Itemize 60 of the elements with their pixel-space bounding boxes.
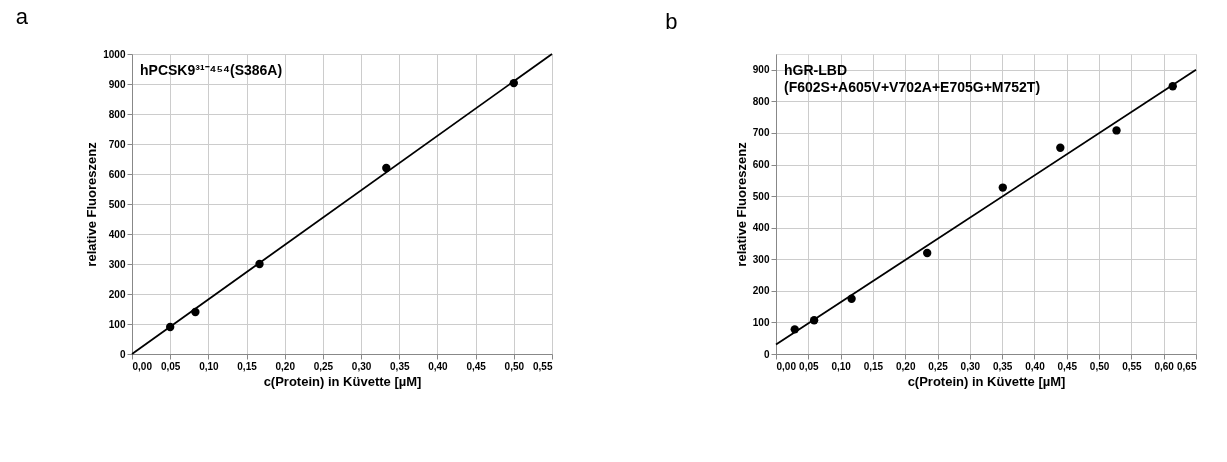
x-tick-label: 0,35: [992, 360, 1013, 372]
chart-title: a: [15, 4, 29, 29]
x-tick-label: 0,20: [275, 360, 296, 372]
y-tick-label: 800: [752, 95, 770, 107]
x-tick-label: 0,05: [160, 360, 181, 372]
y-tick-label: 200: [752, 285, 770, 297]
y-tick-label: 700: [752, 127, 770, 139]
y-tick-label: 400: [108, 228, 126, 240]
y-tick-label: 200: [108, 288, 126, 300]
x-tick-label: 0,50: [1089, 360, 1110, 372]
x-tick-label: 0,40: [428, 360, 449, 372]
y-tick-label: 700: [108, 138, 126, 150]
x-tick-label: 0,55: [1122, 360, 1143, 372]
y-axis-title: relative Fluoreszenz: [733, 141, 749, 267]
x-tick-label: 0,45: [1057, 360, 1078, 372]
x-tick-label: 0,15: [863, 360, 884, 372]
x-tick-label: 0,25: [928, 360, 949, 372]
y-tick-label: 100: [752, 316, 770, 328]
x-tick-label: 0,10: [831, 360, 852, 372]
y-tick-label: 1000: [103, 48, 126, 60]
x-tick-label: 0,20: [896, 360, 916, 372]
x-tick-label: 0,35: [390, 360, 410, 372]
x-tick-label: 0,45: [466, 360, 487, 372]
x-tick-label: 0,25: [313, 360, 334, 372]
x-tick-label: 0,00: [776, 360, 797, 372]
y-tick-label: 600: [752, 159, 770, 171]
y-tick-label: 500: [752, 190, 770, 202]
y-tick-label: 900: [752, 64, 770, 76]
x-tick-label: 0,15: [237, 360, 258, 372]
x-tick-label: 0,10: [199, 360, 220, 372]
x-tick-label: 0,65: [1177, 360, 1197, 372]
x-tick-label: 0,60: [1154, 360, 1175, 372]
x-tick-label: 0,55: [533, 360, 553, 372]
y-tick-label: 800: [108, 108, 126, 120]
x-tick-label: 0,50: [504, 360, 525, 372]
point: [923, 248, 932, 258]
y-tick-label: 0: [763, 348, 770, 360]
y-axis-title: relative Fluoreszenz: [84, 141, 100, 267]
point: [998, 183, 1007, 192]
chart-title: b: [665, 9, 678, 34]
annotation: hGR-LBD: [784, 62, 847, 78]
x-tick-label: 0,30: [351, 360, 372, 372]
x-tick-label: 0,40: [1025, 360, 1046, 372]
y-tick-label: 500: [108, 198, 126, 210]
y-tick-label: 600: [108, 168, 126, 180]
y-tick-label: 100: [108, 318, 126, 330]
x-axis-title: c(Protein) in Küvette [µM]: [263, 373, 422, 389]
annotation: (F602S+A605V+V702A+E705G+M752T): [784, 79, 1041, 95]
y-tick-label: 300: [752, 253, 770, 265]
y-tick-label: 300: [108, 258, 126, 270]
x-tick-label: 0,30: [960, 360, 981, 372]
x-tick-label: 0,00: [132, 360, 153, 372]
x-tick-label: 0,05: [799, 360, 819, 372]
point: [1112, 126, 1121, 135]
point: [1056, 143, 1065, 152]
y-tick-label: 400: [752, 222, 770, 234]
y-tick-label: 0: [119, 348, 126, 360]
annotation: hPCSK9³¹⁻⁴⁵⁴(S386A): [140, 62, 283, 78]
x-axis-title: c(Protein) in Küvette [µM]: [907, 373, 1066, 389]
y-tick-label: 900: [108, 78, 126, 90]
